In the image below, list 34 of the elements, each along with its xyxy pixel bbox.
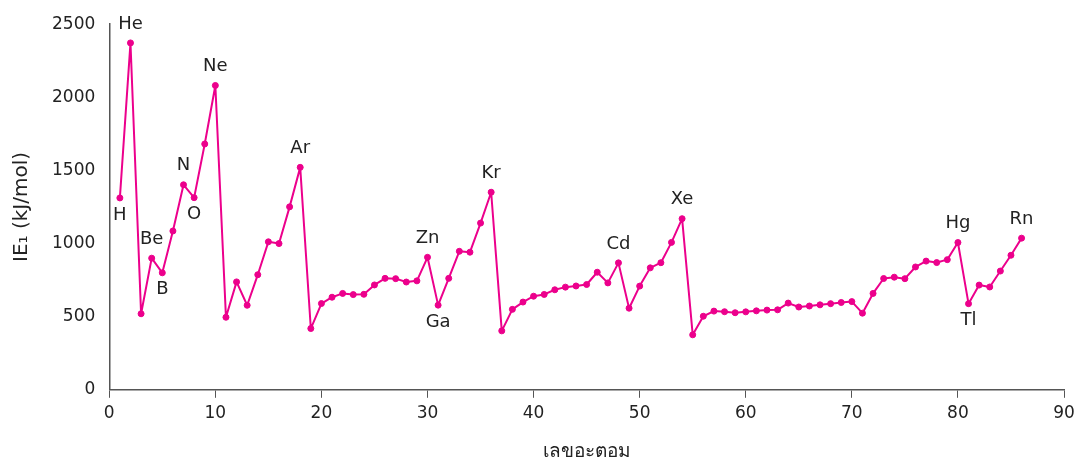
x-tick-label: 10 [204,402,227,423]
x-tick-label: 50 [628,402,651,423]
y-tick-label: 500 [62,305,96,326]
x-tick-label: 40 [522,402,545,423]
x-axis-title: เลขอะตอม [542,438,631,461]
y-tick-label: 1000 [52,231,96,252]
annotation: Rn [1009,206,1034,228]
annotation: He [118,11,143,33]
x-tick-label: 70 [841,402,863,423]
annotation: Be [139,226,164,248]
annotation: H [113,202,127,224]
annotation: Cd [606,231,631,253]
y-tick-label: 0 [84,378,96,399]
annotation: Ne [203,54,228,76]
annotation: Tl [959,308,977,330]
annotation: Kr [481,160,502,182]
y-tick-label: 2500 [52,12,96,33]
annotation: B [156,277,169,299]
y-tick-label: 2000 [52,85,96,106]
annotation: O [187,202,202,224]
x-tick-label: 90 [1053,402,1075,423]
y-tick-label: 1500 [52,158,96,179]
annotation: N [176,153,191,175]
x-tick-label: 60 [734,402,757,423]
y-axis-title: IE₁ (kJ/mol) [8,151,33,263]
annotation: Ga [425,309,451,331]
x-tick-label: 80 [947,402,969,423]
x-tick-label: 30 [416,402,439,423]
annotation: Zn [415,225,440,247]
annotation: Ar [290,136,311,158]
annotation: Xe [670,187,694,209]
x-tick-label: 0 [103,402,115,423]
x-tick-label: 20 [310,402,333,423]
annotation: Hg [945,211,971,233]
